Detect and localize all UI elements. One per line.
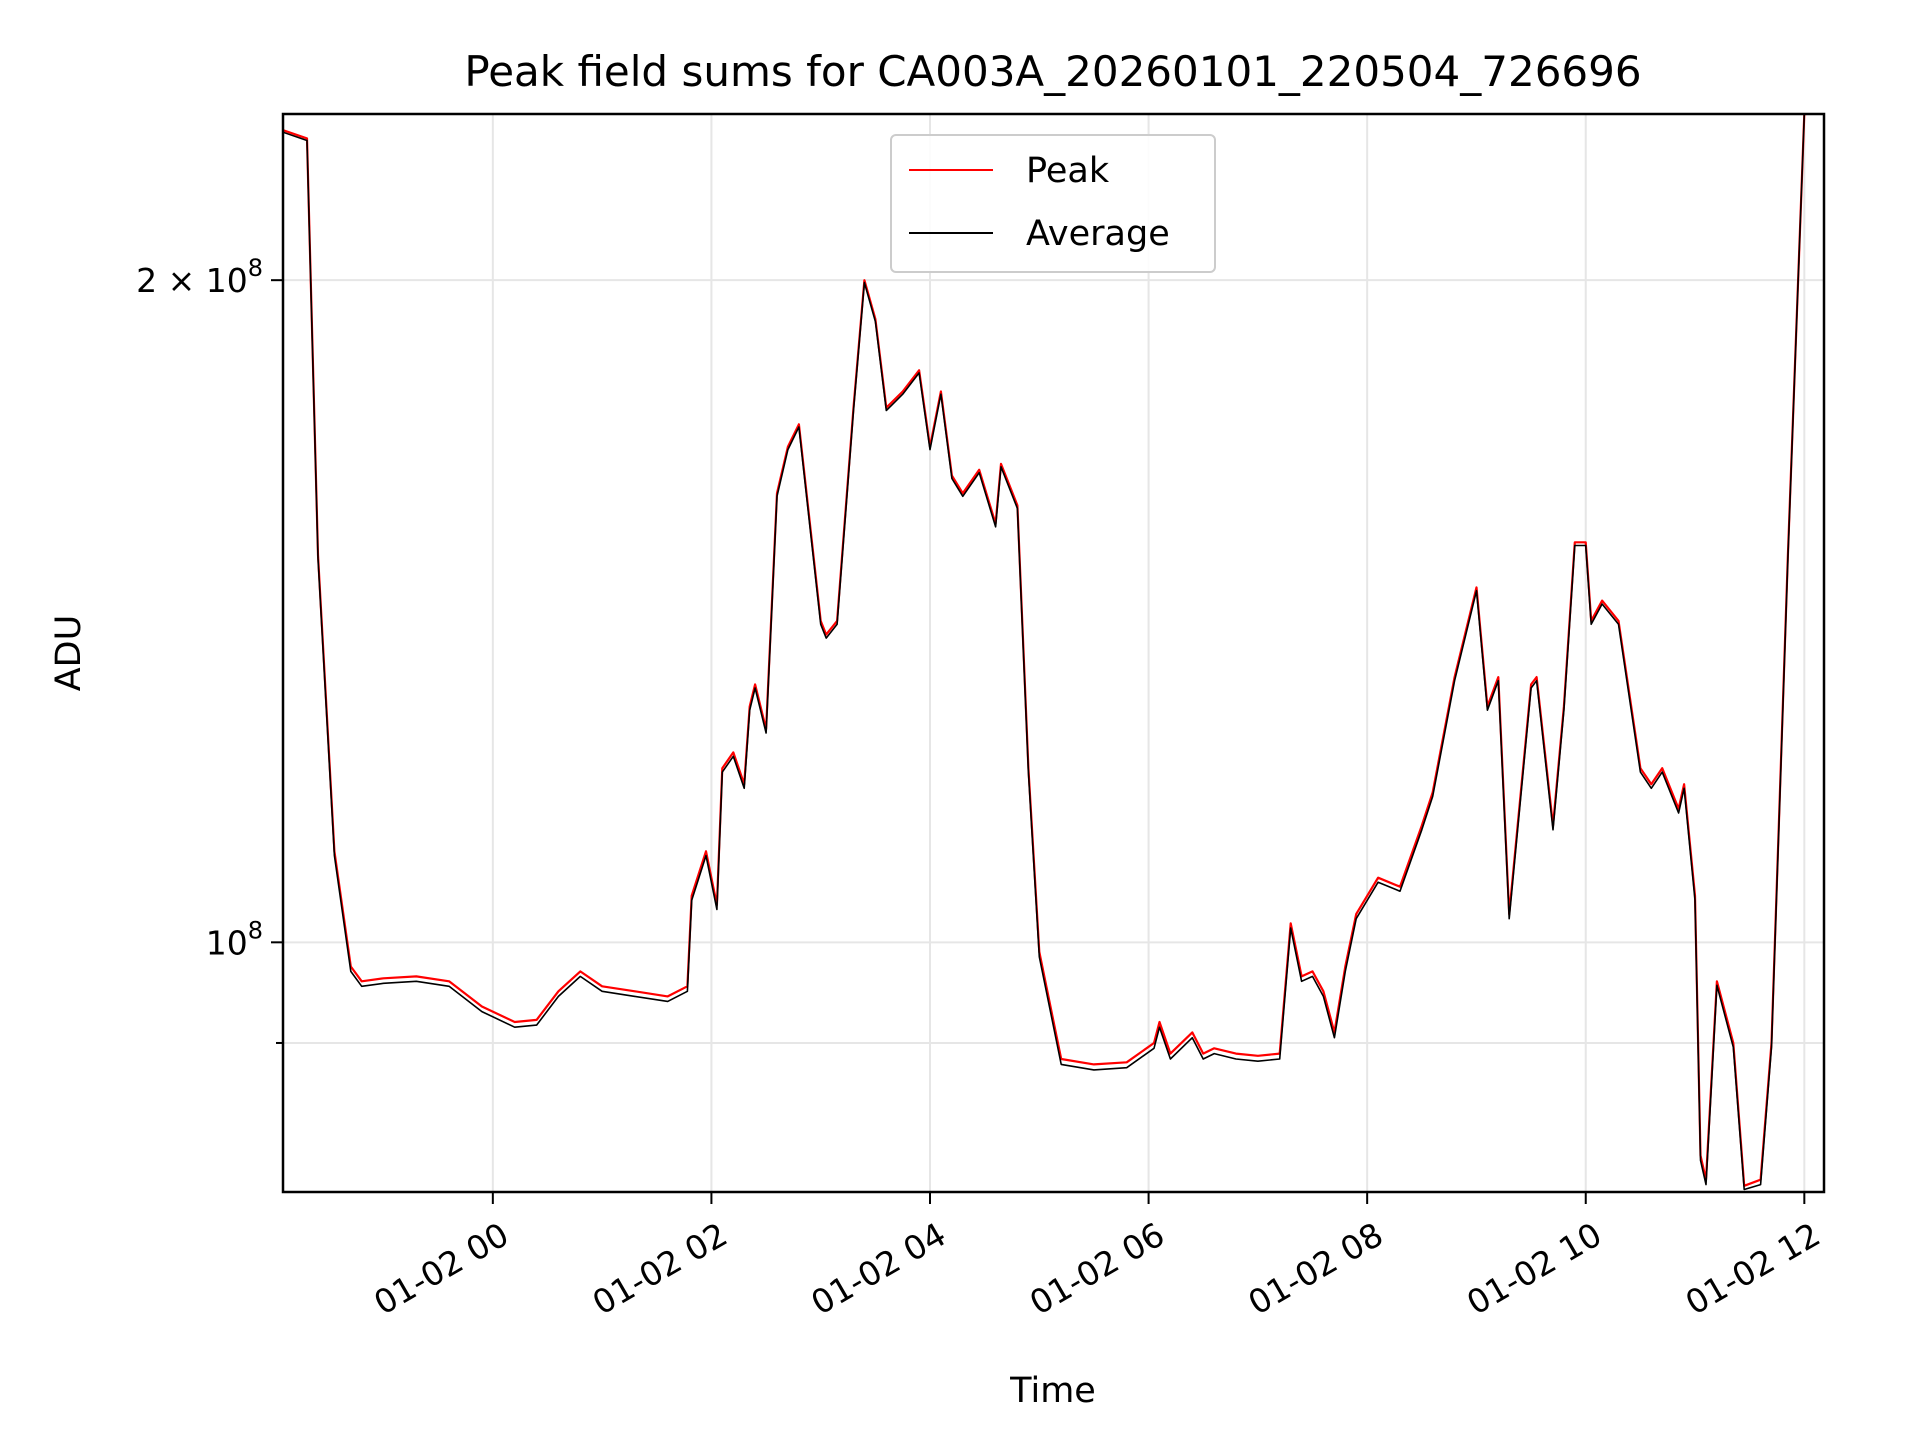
y-axis-label: ADU	[49, 615, 89, 692]
y-tick-label-base: 2 × 10	[136, 261, 248, 300]
y-tick-label: 108	[206, 916, 263, 962]
y-gridlines	[283, 279, 1824, 1044]
y-tick-label-exponent: 8	[248, 254, 263, 282]
series-line-peak	[283, 114, 1807, 1187]
x-gridlines	[491, 114, 1806, 1192]
y-tick-label: 2 × 108	[136, 254, 263, 300]
axes-frame	[281, 112, 1826, 1194]
legend: Peak Average	[890, 134, 1216, 273]
chart-title: Peak field sums for CA003A_20260101_2205…	[464, 47, 1641, 96]
legend-label-peak: Peak	[1026, 151, 1110, 191]
x-axis-label: Time	[1009, 1371, 1096, 1411]
series-line-average	[283, 114, 1807, 1191]
legend-label-average: Average	[1026, 214, 1170, 254]
y-tick-label-exponent: 8	[248, 916, 263, 944]
y-tick-label-base: 10	[206, 923, 248, 962]
